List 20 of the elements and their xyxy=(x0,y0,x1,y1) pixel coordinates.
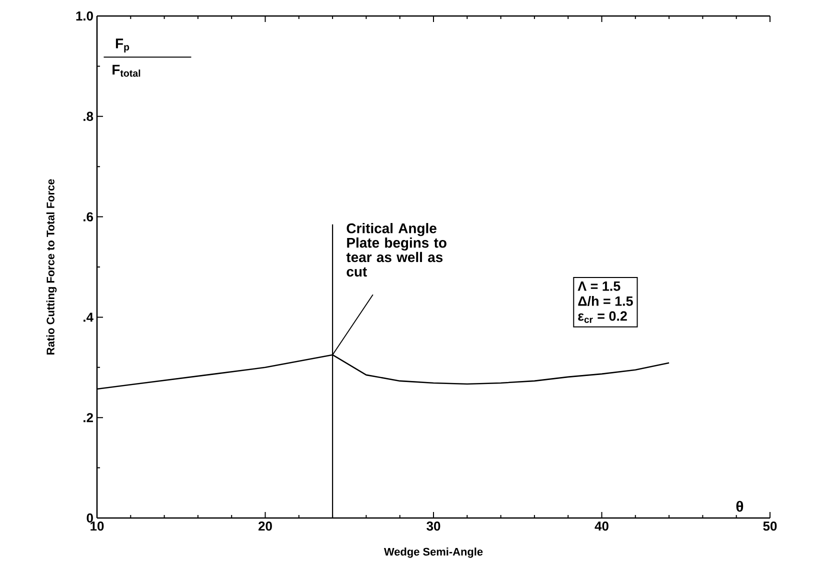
x-tick-label: 30 xyxy=(426,522,440,531)
annotation: F$_{total}$ xyxy=(112,64,140,77)
y-tick-label: .2 xyxy=(84,413,93,422)
y-tick-label: .8 xyxy=(84,112,94,121)
x-tick-label: 20 xyxy=(258,522,272,531)
annotation: θ xyxy=(736,500,744,512)
y-tick-label: .4 xyxy=(84,312,94,322)
x-tick-label: 40 xyxy=(594,522,608,531)
y-tick-label: .6 xyxy=(84,212,94,222)
annotation: Critical Angle Plate begins to tear as well as cut xyxy=(346,223,446,277)
y-axis-title: Ratio Cutting Force to Total Force xyxy=(46,179,57,354)
x-tick-label: 10 xyxy=(90,522,104,531)
annotation: Λ = 1.5 xyxy=(578,282,620,291)
y-tick-label: 1.0 xyxy=(76,11,93,21)
y-tick-label: 0 xyxy=(86,513,93,523)
annotation: F$_{p}$ xyxy=(116,38,130,52)
annotation: ε$_{cr}$ = 0.2 xyxy=(578,311,627,323)
annotation: Δ/h = 1.5 xyxy=(578,296,633,306)
x-axis-title: Wedge Semi-Angle xyxy=(384,548,483,558)
x-tick-label: 50 xyxy=(763,522,777,531)
